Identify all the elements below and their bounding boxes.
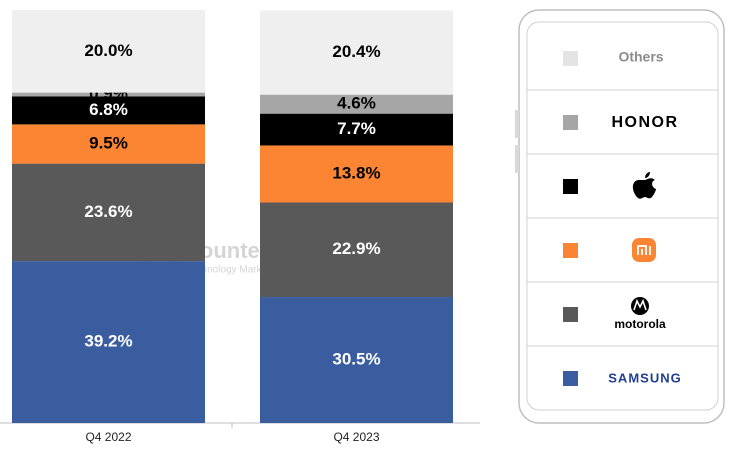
data-label: 20.4% <box>332 42 380 61</box>
data-label: 13.8% <box>332 163 380 182</box>
bar-segment <box>260 145 453 203</box>
watermark-subtitle: Technology Market Research <box>186 265 316 276</box>
bar-segment <box>12 92 205 97</box>
bar-segment <box>12 10 205 93</box>
legend-logo <box>632 238 656 262</box>
data-label: 22.9% <box>332 239 380 258</box>
legend-logo <box>633 298 647 311</box>
bar-segment <box>12 124 205 164</box>
phone-button <box>515 110 519 138</box>
data-label: 6.8% <box>89 100 128 119</box>
bar-segment <box>260 297 453 423</box>
data-label: 4.6% <box>337 94 376 113</box>
data-label: 23.6% <box>84 202 132 221</box>
data-label: 20.0% <box>84 41 132 60</box>
bar-segment <box>260 10 453 95</box>
data-label: 30.5% <box>332 350 380 369</box>
legend-label: HONOR <box>611 114 678 131</box>
phone-button <box>515 145 519 173</box>
legend-label: Others <box>618 49 663 65</box>
bar-segment <box>12 96 205 125</box>
legend-logo <box>637 245 651 255</box>
bar-segment <box>12 261 205 423</box>
bar-segment <box>260 202 453 298</box>
legend-logo <box>632 172 656 199</box>
x-tick-label: Q4 2022 <box>85 430 131 444</box>
legend-label: SAMSUNG <box>608 370 681 385</box>
legend-swatch <box>563 179 578 194</box>
data-label: 9.5% <box>89 134 128 153</box>
legend-label: motorola <box>614 317 666 331</box>
bar-segment <box>12 163 205 262</box>
legend-swatch <box>563 243 578 258</box>
bar-segment <box>260 113 453 146</box>
x-tick-label: Q4 2023 <box>333 430 379 444</box>
legend-swatch <box>563 307 578 322</box>
legend-swatch <box>563 115 578 130</box>
phone-screen <box>526 21 719 411</box>
bar-segment <box>260 94 453 114</box>
legend-swatch <box>563 51 578 66</box>
legend-swatch <box>563 371 578 386</box>
data-label: 39.2% <box>84 332 132 351</box>
data-label: 7.7% <box>337 119 376 138</box>
